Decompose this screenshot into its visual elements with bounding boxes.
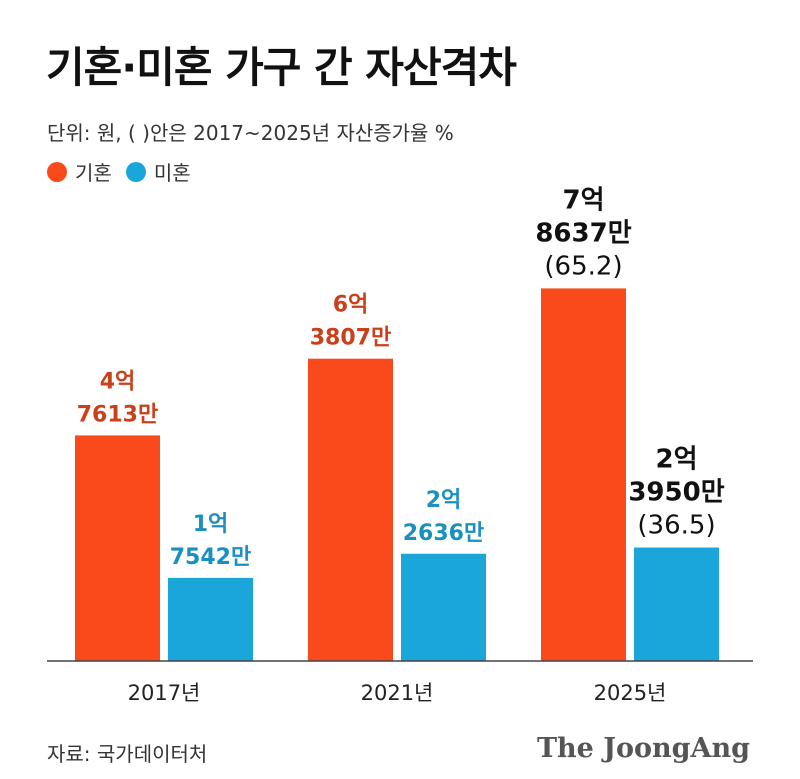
bar-single-0 xyxy=(168,577,253,661)
x-tick-label-2: 2025년 xyxy=(594,681,667,705)
x-tick-label-1: 2021년 xyxy=(361,681,434,705)
bar-single-2 xyxy=(634,547,719,661)
chart-title: 기혼·미혼 가구 간 자산격차 xyxy=(46,43,517,92)
data-label-married-2-0: 7억 xyxy=(562,185,604,215)
legend: 기혼 미혼 xyxy=(47,157,205,186)
bar-married-2 xyxy=(541,288,626,661)
chart-subtitle: 단위: 원, ( )안은 2017~2025년 자산증가율 % xyxy=(47,121,454,145)
data-label-married-2-2: (65.2) xyxy=(544,251,622,281)
legend-swatch-single xyxy=(125,161,146,182)
data-label-married-0-1: 7613만 xyxy=(77,402,158,427)
data-label-married-2-1: 8637만 xyxy=(535,218,631,248)
source-note: 자료: 국가데이터처 xyxy=(47,742,208,766)
legend-swatch-married xyxy=(47,161,67,182)
data-label-single-2-0: 2억 xyxy=(655,445,697,475)
publisher-logo: The JoongAng xyxy=(536,733,750,764)
bar-married-1 xyxy=(308,358,393,661)
legend-label-married: 기혼 xyxy=(75,161,112,185)
data-label-single-1-1: 2636만 xyxy=(403,521,484,546)
legend-item-married: 기혼 xyxy=(47,157,112,186)
data-label-single-2-2: (36.5) xyxy=(637,511,715,541)
legend-item-single: 미혼 xyxy=(125,157,191,186)
data-label-single-1-0: 2억 xyxy=(426,488,462,513)
x-tick-label-0: 2017년 xyxy=(128,681,201,705)
data-label-single-0-0: 1억 xyxy=(193,512,229,537)
bar-single-1 xyxy=(401,553,486,661)
bar-married-0 xyxy=(75,435,160,661)
data-label-single-0-1: 7542만 xyxy=(170,545,251,570)
legend-label-single: 미혼 xyxy=(153,161,191,185)
data-label-married-0-0: 4억 xyxy=(100,369,136,394)
data-label-married-1-1: 3807만 xyxy=(310,326,391,351)
data-label-single-2-1: 3950만 xyxy=(628,478,724,508)
data-label-married-1-0: 6억 xyxy=(333,293,369,318)
